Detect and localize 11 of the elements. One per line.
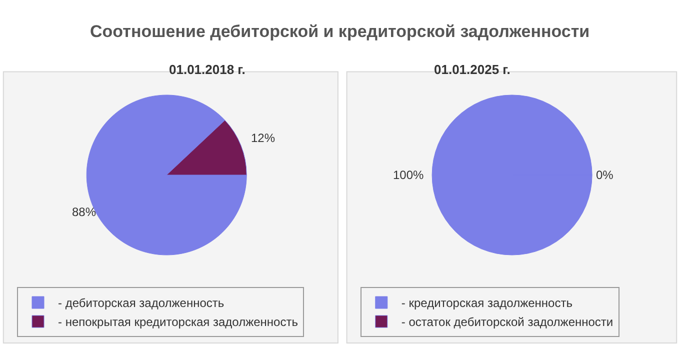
chart-subtitle: 01.01.2025 г. <box>434 62 510 77</box>
legend-label: - остаток дебиторской задолженности <box>401 315 614 330</box>
legend-label: - непокрытая кредиторская задолженность <box>58 315 298 330</box>
data-label: 88% <box>72 205 96 219</box>
text: 0% <box>596 168 614 182</box>
data-label: 100% <box>393 168 424 182</box>
text: Соотношение дебиторской и кредиторской задолженности <box>90 22 590 41</box>
chart-subtitle: 01.01.2018 г. <box>169 62 246 77</box>
data-label: 12% <box>251 131 276 145</box>
legend-label: - кредиторская задолженность <box>401 296 572 310</box>
legend-label: - дебиторская задолженность <box>58 296 224 310</box>
